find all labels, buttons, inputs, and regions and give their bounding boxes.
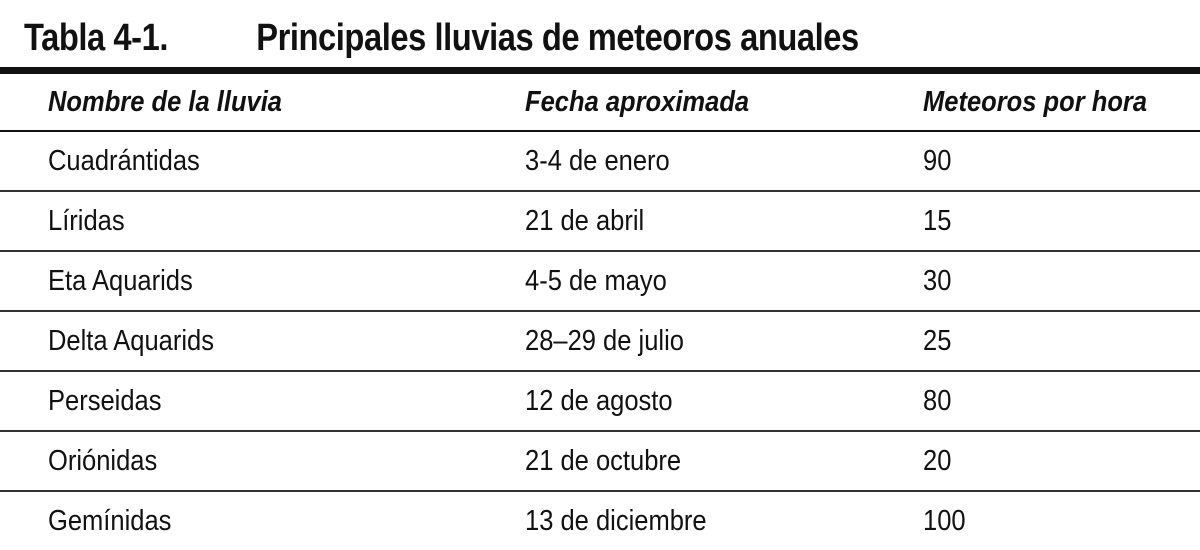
cell-name: Cuadrántidas: [0, 131, 523, 192]
cell-date: 4-5 de mayo: [523, 251, 921, 312]
cell-rate: 30: [921, 251, 1200, 312]
cell-name: Eta Aquarids: [0, 251, 523, 312]
table-row: Oriónidas 21 de octubre 20: [0, 431, 1200, 492]
table-title: Principales lluvias de meteoros anuales: [256, 16, 859, 59]
cell-name-text: Gemínidas: [48, 504, 172, 537]
cell-name-text: Eta Aquarids: [48, 264, 193, 297]
cell-rate-text: 15: [923, 204, 952, 237]
cell-name-text: Cuadrántidas: [48, 144, 200, 177]
cell-rate-text: 90: [923, 144, 952, 177]
cell-rate: 100: [921, 491, 1200, 550]
cell-rate-text: 25: [923, 324, 952, 357]
table-caption: Tabla 4-1. Principales lluvias de meteor…: [24, 10, 859, 66]
cell-rate-text: 80: [923, 384, 952, 417]
cell-rate-text: 30: [923, 264, 952, 297]
cell-rate: 25: [921, 311, 1200, 372]
meteor-showers-table: Nombre de la lluvia Fecha aproximada Met…: [0, 74, 1200, 550]
cell-date: 3-4 de enero: [523, 131, 921, 192]
table-row: Perseidas 12 de agosto 80: [0, 371, 1200, 432]
table-row: Eta Aquarids 4-5 de mayo 30: [0, 251, 1200, 312]
cell-name-text: Líridas: [48, 204, 125, 237]
column-header-name: Nombre de la lluvia: [0, 74, 523, 132]
column-header-date: Fecha aproximada: [523, 74, 921, 132]
table-row: Gemínidas 13 de diciembre 100: [0, 491, 1200, 550]
cell-date: 28–29 de julio: [523, 311, 921, 372]
cell-name: Líridas: [0, 191, 523, 252]
cell-date-text: 28–29 de julio: [525, 324, 684, 357]
column-header-rate-label: Meteoros por hora: [923, 85, 1148, 118]
cell-date-text: 3-4 de enero: [525, 144, 670, 177]
cell-name: Delta Aquarids: [0, 311, 523, 372]
column-header-date-label: Fecha aproximada: [525, 85, 750, 118]
cell-name-text: Delta Aquarids: [48, 324, 214, 357]
cell-date-text: 13 de diciembre: [525, 504, 707, 537]
cell-name-text: Perseidas: [48, 384, 162, 417]
cell-name: Perseidas: [0, 371, 523, 432]
cell-name-text: Oriónidas: [48, 444, 158, 477]
cell-rate-text: 20: [923, 444, 952, 477]
cell-date-text: 4-5 de mayo: [525, 264, 667, 297]
cell-rate: 90: [921, 131, 1200, 192]
cell-date: 21 de abril: [523, 191, 921, 252]
table-number: Tabla 4-1.: [24, 16, 169, 59]
cell-rate: 80: [921, 371, 1200, 432]
cell-rate: 20: [921, 431, 1200, 492]
column-header-name-label: Nombre de la lluvia: [48, 85, 283, 118]
table-row: Líridas 21 de abril 15: [0, 191, 1200, 252]
cell-date-text: 21 de octubre: [525, 444, 682, 477]
cell-rate: 15: [921, 191, 1200, 252]
table-row: Delta Aquarids 28–29 de julio 25: [0, 311, 1200, 372]
title-rule: [0, 67, 1200, 74]
cell-date: 12 de agosto: [523, 371, 921, 432]
column-header-rate: Meteoros por hora: [921, 74, 1200, 132]
cell-name: Oriónidas: [0, 431, 523, 492]
cell-date-text: 12 de agosto: [525, 384, 673, 417]
cell-date: 13 de diciembre: [523, 491, 921, 550]
cell-date-text: 21 de abril: [525, 204, 645, 237]
cell-date: 21 de octubre: [523, 431, 921, 492]
cell-name: Gemínidas: [0, 491, 523, 550]
cell-rate-text: 100: [923, 504, 966, 537]
table-row: Cuadrántidas 3-4 de enero 90: [0, 131, 1200, 192]
header-row: Nombre de la lluvia Fecha aproximada Met…: [0, 74, 1200, 132]
